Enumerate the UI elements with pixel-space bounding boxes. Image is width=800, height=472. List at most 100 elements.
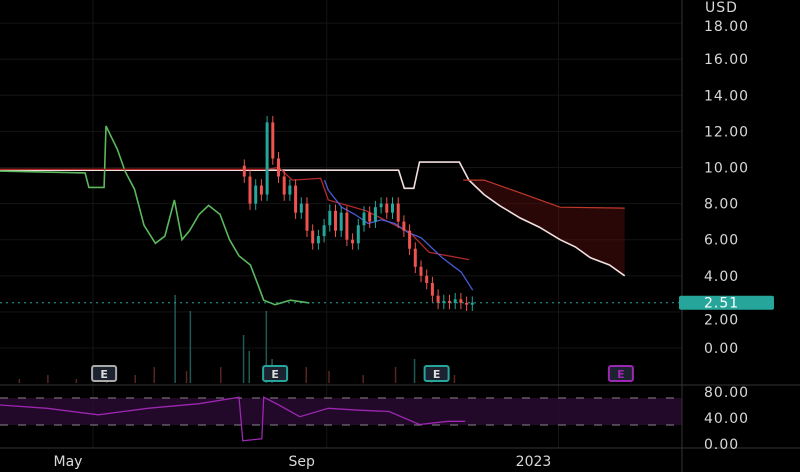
volume-bar bbox=[248, 351, 250, 383]
volume-bar bbox=[47, 375, 49, 383]
candle bbox=[419, 266, 423, 276]
candle bbox=[430, 283, 434, 296]
price-tick-label: 10.00 bbox=[704, 161, 749, 177]
last-price-badge: 2.51 bbox=[679, 295, 774, 312]
earnings-badge[interactable]: E bbox=[607, 365, 634, 382]
volume-bar bbox=[18, 379, 21, 383]
candle bbox=[282, 176, 286, 195]
conversion-line bbox=[323, 179, 474, 291]
candle bbox=[442, 301, 446, 303]
volume-bar bbox=[305, 367, 307, 383]
volume-bar bbox=[134, 375, 136, 383]
candle bbox=[351, 239, 355, 244]
candle bbox=[465, 302, 469, 305]
candle bbox=[453, 299, 457, 303]
earnings-label: E bbox=[100, 368, 108, 381]
candle bbox=[459, 299, 463, 303]
candle bbox=[385, 203, 389, 213]
candle bbox=[294, 185, 298, 213]
candle bbox=[356, 225, 360, 244]
candle bbox=[425, 275, 429, 284]
candle bbox=[339, 212, 343, 231]
volume-bar bbox=[153, 367, 155, 383]
candle bbox=[373, 207, 377, 222]
candle bbox=[248, 176, 252, 204]
candle bbox=[391, 203, 394, 213]
price-axis[interactable]: 18.00 16.00 14.00 12.00 10.00 8.00 6.00 4.00 2.0… bbox=[704, 19, 749, 357]
candle bbox=[379, 203, 383, 208]
price-tick-label: 12.00 bbox=[704, 124, 749, 140]
volume-bar bbox=[265, 311, 268, 383]
rsi-tick-label: 40.00 bbox=[704, 411, 749, 427]
candle bbox=[265, 122, 269, 195]
earnings-box bbox=[423, 365, 450, 382]
earnings-box bbox=[607, 365, 634, 382]
earnings-box bbox=[91, 365, 118, 382]
candle bbox=[254, 185, 258, 204]
rsi-axis: 80.00 40.00 0.00 bbox=[704, 385, 749, 453]
candle bbox=[368, 212, 372, 222]
candle bbox=[288, 185, 292, 195]
earnings-badge[interactable]: E bbox=[423, 365, 450, 382]
candle bbox=[413, 248, 417, 267]
candle bbox=[402, 221, 406, 231]
ichimoku-cloud bbox=[463, 180, 625, 276]
price-tick-label: 6.00 bbox=[704, 233, 739, 249]
volume-bar bbox=[328, 371, 330, 383]
rsi-tick-label: 0.00 bbox=[704, 437, 739, 453]
price-tick-label: 4.00 bbox=[704, 269, 739, 285]
volume-bar bbox=[394, 367, 397, 383]
candle bbox=[299, 203, 303, 213]
volume-bar bbox=[242, 335, 245, 383]
volume-bar bbox=[453, 375, 456, 383]
candle bbox=[322, 225, 326, 237]
rsi-tick-label: 80.00 bbox=[704, 385, 749, 401]
candle bbox=[436, 295, 440, 303]
volume-bar bbox=[413, 359, 416, 383]
candle bbox=[448, 301, 451, 303]
earnings-label: E bbox=[271, 368, 279, 381]
time-tick-label: Sep bbox=[289, 454, 316, 470]
lagging-span-line bbox=[0, 125, 310, 306]
volume-bar bbox=[220, 367, 222, 383]
candle bbox=[362, 212, 366, 226]
price-tick-label: 18.00 bbox=[704, 19, 749, 35]
time-axis[interactable]: May Sep 2023 bbox=[54, 454, 552, 470]
earnings-label: E bbox=[617, 368, 625, 381]
earnings-label: E bbox=[433, 368, 441, 381]
time-tick-label: 2023 bbox=[516, 454, 552, 470]
price-tick-label: 2.00 bbox=[704, 313, 739, 329]
candle bbox=[334, 210, 337, 231]
rsi-line bbox=[0, 396, 466, 442]
earnings-box bbox=[262, 365, 289, 382]
leading-span-a-line bbox=[0, 161, 626, 277]
volume-bar bbox=[174, 295, 176, 383]
volume-bars bbox=[18, 295, 456, 383]
price-tick-label: 14.00 bbox=[704, 88, 749, 104]
leading-span-b-line bbox=[463, 179, 625, 209]
time-tick-label: May bbox=[54, 454, 83, 470]
earnings-badge[interactable]: E bbox=[91, 365, 118, 382]
candle bbox=[271, 122, 275, 159]
price-tick-label: 0.00 bbox=[704, 341, 739, 357]
base-line bbox=[0, 166, 470, 261]
candle bbox=[259, 185, 263, 195]
volume-bar bbox=[185, 371, 188, 383]
candle bbox=[242, 165, 246, 177]
volume-bar bbox=[189, 311, 192, 383]
volume-bar bbox=[75, 379, 78, 383]
candle bbox=[311, 230, 315, 244]
price-tick-label: 8.00 bbox=[704, 197, 739, 213]
candle bbox=[470, 302, 474, 305]
candle bbox=[408, 230, 412, 249]
candle bbox=[305, 203, 309, 231]
rsi-band bbox=[0, 398, 682, 425]
candle bbox=[277, 158, 280, 177]
candle bbox=[396, 203, 400, 222]
earnings-badge[interactable]: E bbox=[262, 365, 289, 382]
candles bbox=[242, 116, 474, 311]
candle bbox=[345, 212, 349, 240]
currency-label: USD bbox=[705, 0, 738, 16]
